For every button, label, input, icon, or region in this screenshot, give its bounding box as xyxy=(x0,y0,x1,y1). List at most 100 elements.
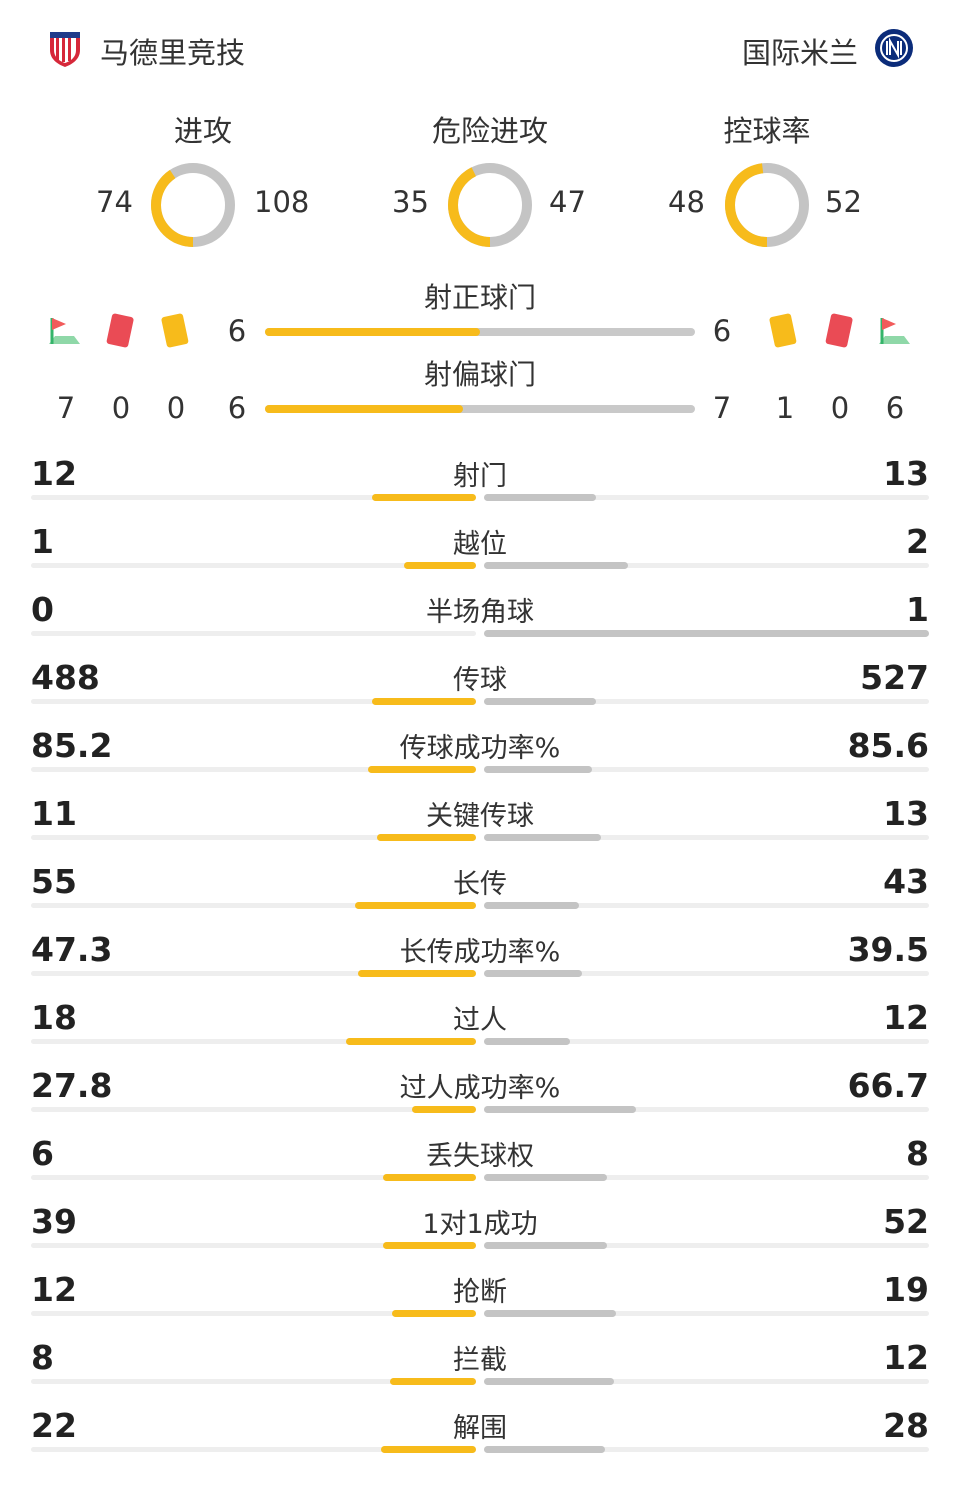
stat-row: 39 1对1成功 52 xyxy=(0,1200,960,1260)
stat-label: 长传 xyxy=(453,869,507,900)
stat-label: 抢断 xyxy=(453,1277,507,1308)
stat-away-bar xyxy=(484,834,601,841)
stat-home-value: 12 xyxy=(31,1270,77,1309)
stat-away-bar xyxy=(484,902,579,909)
donut-title: 危险进攻 xyxy=(431,114,548,148)
stat-home-track xyxy=(31,563,476,568)
away-shots-on: 6 xyxy=(712,314,732,348)
stat-away-track xyxy=(484,495,929,500)
stat-away-value: 2 xyxy=(906,522,929,561)
stat-home-bar xyxy=(372,494,476,501)
stat-label: 传球 xyxy=(453,665,507,696)
stat-home-value: 39 xyxy=(31,1202,77,1241)
away-yellow-count: 1 xyxy=(775,391,795,425)
donut-home-arc xyxy=(725,163,809,247)
stat-home-value: 11 xyxy=(31,794,77,833)
stat-row: 488 传球 527 xyxy=(0,656,960,716)
stat-home-bar xyxy=(346,1038,476,1045)
stat-row: 18 过人 12 xyxy=(0,996,960,1056)
stat-home-track xyxy=(31,631,476,636)
stat-away-bar xyxy=(484,1310,617,1317)
shots-off-label: 射偏球门 xyxy=(423,358,536,391)
shots-on-home-fill xyxy=(265,328,480,336)
stat-row: 1 越位 2 xyxy=(0,520,960,580)
stat-home-track xyxy=(31,767,476,772)
shots-on-label: 射正球门 xyxy=(423,281,536,314)
stat-away-value: 527 xyxy=(860,658,929,697)
stat-label: 传球成功率% xyxy=(399,733,561,764)
stat-away-track xyxy=(484,903,929,908)
yellow-card-icon xyxy=(766,311,800,355)
red-card-icon xyxy=(822,311,856,355)
stat-home-value: 27.8 xyxy=(31,1066,113,1105)
stat-home-track xyxy=(31,1447,476,1452)
donut-away-value: 47 xyxy=(549,185,586,219)
stat-away-track xyxy=(484,1447,929,1452)
home-team-logo xyxy=(48,28,82,68)
stat-away-bar xyxy=(484,766,593,773)
stat-home-track xyxy=(31,835,476,840)
stat-away-value: 19 xyxy=(883,1270,929,1309)
stat-home-bar xyxy=(377,834,476,841)
stat-away-track xyxy=(484,971,929,976)
stat-row: 47.3 长传成功率% 39.5 xyxy=(0,928,960,988)
stat-away-value: 52 xyxy=(883,1202,929,1241)
away-team-logo xyxy=(874,28,914,68)
stat-home-track xyxy=(31,1039,476,1044)
home-red-count: 0 xyxy=(111,391,131,425)
stat-home-track xyxy=(31,1175,476,1180)
stat-away-track xyxy=(484,1107,929,1112)
stat-label: 越位 xyxy=(453,529,507,560)
stat-home-value: 18 xyxy=(31,998,77,1037)
stat-away-value: 1 xyxy=(906,590,929,629)
stat-row: 22 解围 28 xyxy=(0,1404,960,1464)
donut-home-value: 74 xyxy=(96,185,133,219)
stat-away-bar xyxy=(484,1446,605,1453)
stat-away-track xyxy=(484,699,929,704)
home-shots-on: 6 xyxy=(227,314,247,348)
stat-row: 85.2 传球成功率% 85.6 xyxy=(0,724,960,784)
stat-label: 解围 xyxy=(453,1413,507,1444)
stat-home-track xyxy=(31,971,476,976)
corner-flag-icon xyxy=(876,314,912,352)
stat-away-bar xyxy=(484,1242,608,1249)
stat-row: 6 丢失球权 8 xyxy=(0,1132,960,1192)
stat-away-bar xyxy=(484,562,628,569)
stat-away-value: 12 xyxy=(883,998,929,1037)
stat-home-track xyxy=(31,903,476,908)
stat-home-bar xyxy=(380,1446,476,1453)
stat-label: 长传成功率% xyxy=(399,937,561,968)
donut-home-value: 35 xyxy=(392,185,429,219)
stat-home-value: 55 xyxy=(31,862,77,901)
home-yellow-count: 0 xyxy=(166,391,186,425)
stat-home-bar xyxy=(404,562,476,569)
donut-away-value: 108 xyxy=(254,185,310,219)
stat-row: 11 关键传球 13 xyxy=(0,792,960,852)
stat-home-track xyxy=(31,699,476,704)
away-team-name: 国际米兰 xyxy=(741,36,858,70)
stat-away-track xyxy=(484,835,929,840)
away-red-count: 0 xyxy=(830,391,850,425)
stat-away-bar xyxy=(484,698,597,705)
stat-away-value: 13 xyxy=(883,794,929,833)
stat-label: 丢失球权 xyxy=(426,1141,534,1172)
stat-home-track xyxy=(31,495,476,500)
stat-label: 1对1成功 xyxy=(422,1209,538,1240)
stat-away-track xyxy=(484,563,929,568)
home-corner-count: 7 xyxy=(56,391,76,425)
red-card-icon xyxy=(103,311,137,355)
donut-home-arc xyxy=(448,163,532,247)
stat-away-track xyxy=(484,1039,929,1044)
stat-label: 过人成功率% xyxy=(399,1073,561,1104)
stat-away-value: 85.6 xyxy=(847,726,929,765)
yellow-card-icon xyxy=(158,311,192,355)
stat-away-track xyxy=(484,1243,929,1248)
stat-label: 半场角球 xyxy=(426,597,534,628)
stat-row: 0 半场角球 1 xyxy=(0,588,960,648)
stat-home-bar xyxy=(389,1378,476,1385)
stat-row: 8 拦截 12 xyxy=(0,1336,960,1396)
stat-home-track xyxy=(31,1243,476,1248)
shots-off-bar xyxy=(265,405,695,413)
stat-home-bar xyxy=(383,1174,476,1181)
shots-off-home-fill xyxy=(265,405,464,413)
